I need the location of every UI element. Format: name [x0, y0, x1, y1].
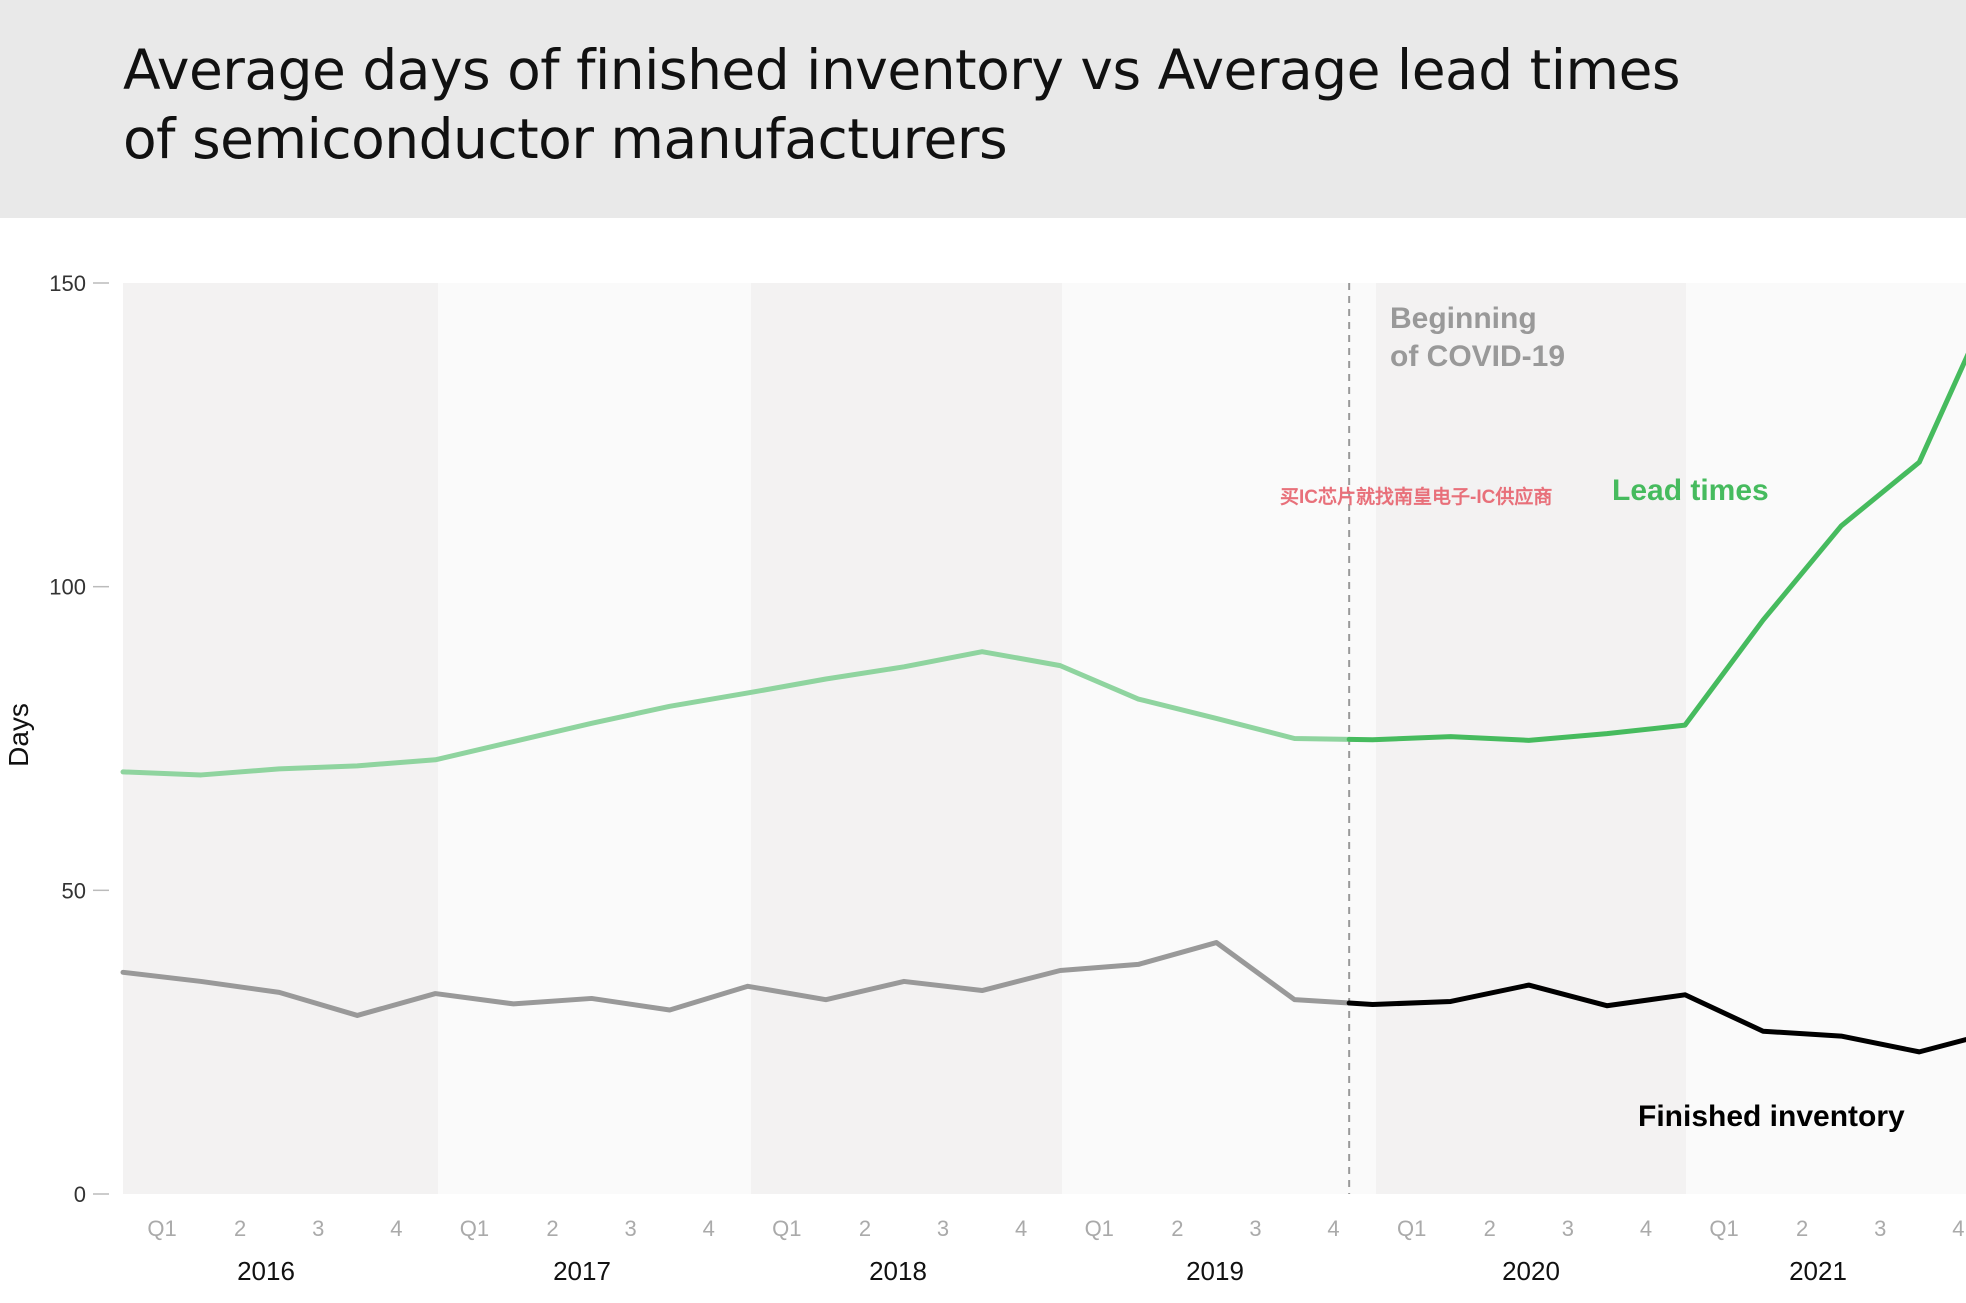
y-axis: 0 50 100 150: [49, 271, 109, 1207]
x-tick-label: Q1: [772, 1216, 801, 1241]
x-tick-label: 4: [703, 1216, 715, 1241]
year-band: [751, 283, 1062, 1194]
y-tick-label: 100: [49, 575, 86, 600]
finished-inventory-line-pre-covid: [120, 940, 1352, 1018]
x-tick-label: 3: [1874, 1216, 1886, 1241]
lead-times-line-post-covid: [1346, 352, 1966, 743]
x-tick-label: 4: [1952, 1216, 1964, 1241]
x-tick-label: 2: [1171, 1216, 1183, 1241]
x-tick-label: 4: [390, 1216, 402, 1241]
lead-times-line-pre-covid: [120, 649, 1352, 778]
x-tick-label: 2: [234, 1216, 246, 1241]
y-tick-label: 50: [62, 878, 86, 903]
year-label: 2020: [1502, 1256, 1560, 1286]
chart-title-line-1: Average days of finished inventory vs Av…: [123, 38, 1681, 102]
lead-times-label: Lead times: [1612, 474, 1769, 507]
x-tick-label: 2: [859, 1216, 871, 1241]
watermark-text: 买IC芯片就找南皇电子-IC供应商: [1280, 485, 1552, 508]
x-tick-label: Q1: [1085, 1216, 1114, 1241]
finished-inventory-label: Finished inventory: [1638, 1100, 1905, 1133]
year-label: 2019: [1186, 1256, 1244, 1286]
x-axis: Q1 2 3 4 Q1 2 3 4 Q1 2 3 4 Q1 2 3 4 Q1 2 3 4 Q1 2 3 4 2016 2017 20…: [147, 1216, 1964, 1286]
x-tick-label: Q1: [460, 1216, 489, 1241]
year-label: 2018: [869, 1256, 927, 1286]
covid-annotation-line-1: Beginning: [1390, 302, 1537, 335]
x-tick-label: 4: [1640, 1216, 1652, 1241]
x-tick-label: 2: [546, 1216, 558, 1241]
x-tick-label: 2: [1484, 1216, 1496, 1241]
x-tick-label: Q1: [1397, 1216, 1426, 1241]
y-tick-label: 0: [74, 1182, 86, 1207]
x-tick-label: 3: [625, 1216, 637, 1241]
x-tick-label: 3: [937, 1216, 949, 1241]
year-label: 2016: [237, 1256, 295, 1286]
year-band: [1686, 283, 1966, 1194]
x-tick-label: 3: [1562, 1216, 1574, 1241]
year-bands: [123, 283, 1966, 1194]
header-band: [0, 0, 1966, 218]
finished-inventory-line-post-covid: [1346, 982, 1966, 1055]
covid-annotation-line-2: of COVID-19: [1390, 340, 1565, 373]
x-tick-label: Q1: [1709, 1216, 1738, 1241]
series-lines: [120, 352, 1966, 1055]
year-band: [123, 283, 438, 1194]
x-tick-label: 4: [1015, 1216, 1027, 1241]
y-axis-label: Days: [3, 703, 34, 767]
x-tick-label: 3: [1249, 1216, 1261, 1241]
year-band: [438, 283, 751, 1194]
year-label: 2021: [1789, 1256, 1847, 1286]
chart-title-line-2: of semiconductor manufacturers: [123, 107, 1008, 171]
x-tick-label: 4: [1327, 1216, 1339, 1241]
chart-title: Average days of finished inventory vs Av…: [123, 36, 1823, 174]
x-tick-label: 3: [312, 1216, 324, 1241]
x-tick-label: 2: [1796, 1216, 1808, 1241]
x-tick-label: Q1: [147, 1216, 176, 1241]
covid-annotation: Beginning of COVID-19: [1390, 302, 1565, 373]
year-label: 2017: [553, 1256, 611, 1286]
y-tick-label: 150: [49, 271, 86, 296]
